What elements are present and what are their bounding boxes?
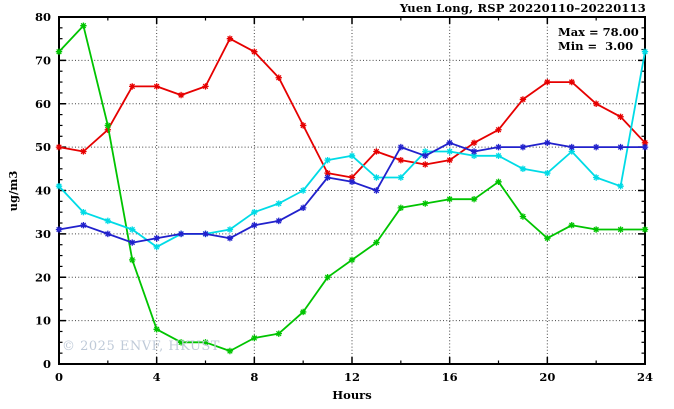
min-value-label: Min = 3.00 [558,39,634,53]
svg-text:20: 20 [35,270,51,284]
svg-text:20: 20 [539,370,555,384]
svg-text:16: 16 [442,370,458,384]
x-axis-title: Hours [332,388,372,402]
svg-text:30: 30 [35,227,51,241]
svg-text:4: 4 [153,370,161,384]
max-value-label: Max = 78.00 [558,25,639,39]
watermark-text: © 2025 ENVF, HKUST [62,339,220,354]
svg-text:12: 12 [344,370,360,384]
svg-text:8: 8 [250,370,258,384]
svg-text:50: 50 [35,140,51,154]
svg-text:60: 60 [35,97,51,111]
svg-text:70: 70 [35,53,51,67]
svg-text:80: 80 [35,10,51,24]
stats-box: Max = 78.00 Min = 3.00 [558,25,639,53]
svg-text:0: 0 [55,370,63,384]
svg-text:40: 40 [35,184,51,198]
y-axis-title: ug/m3 [6,170,20,212]
svg-text:0: 0 [43,357,51,371]
chart-title: Yuen Long, RSP 20220110–20220113 [399,1,646,15]
svg-text:10: 10 [35,314,51,328]
svg-text:24: 24 [637,370,653,384]
